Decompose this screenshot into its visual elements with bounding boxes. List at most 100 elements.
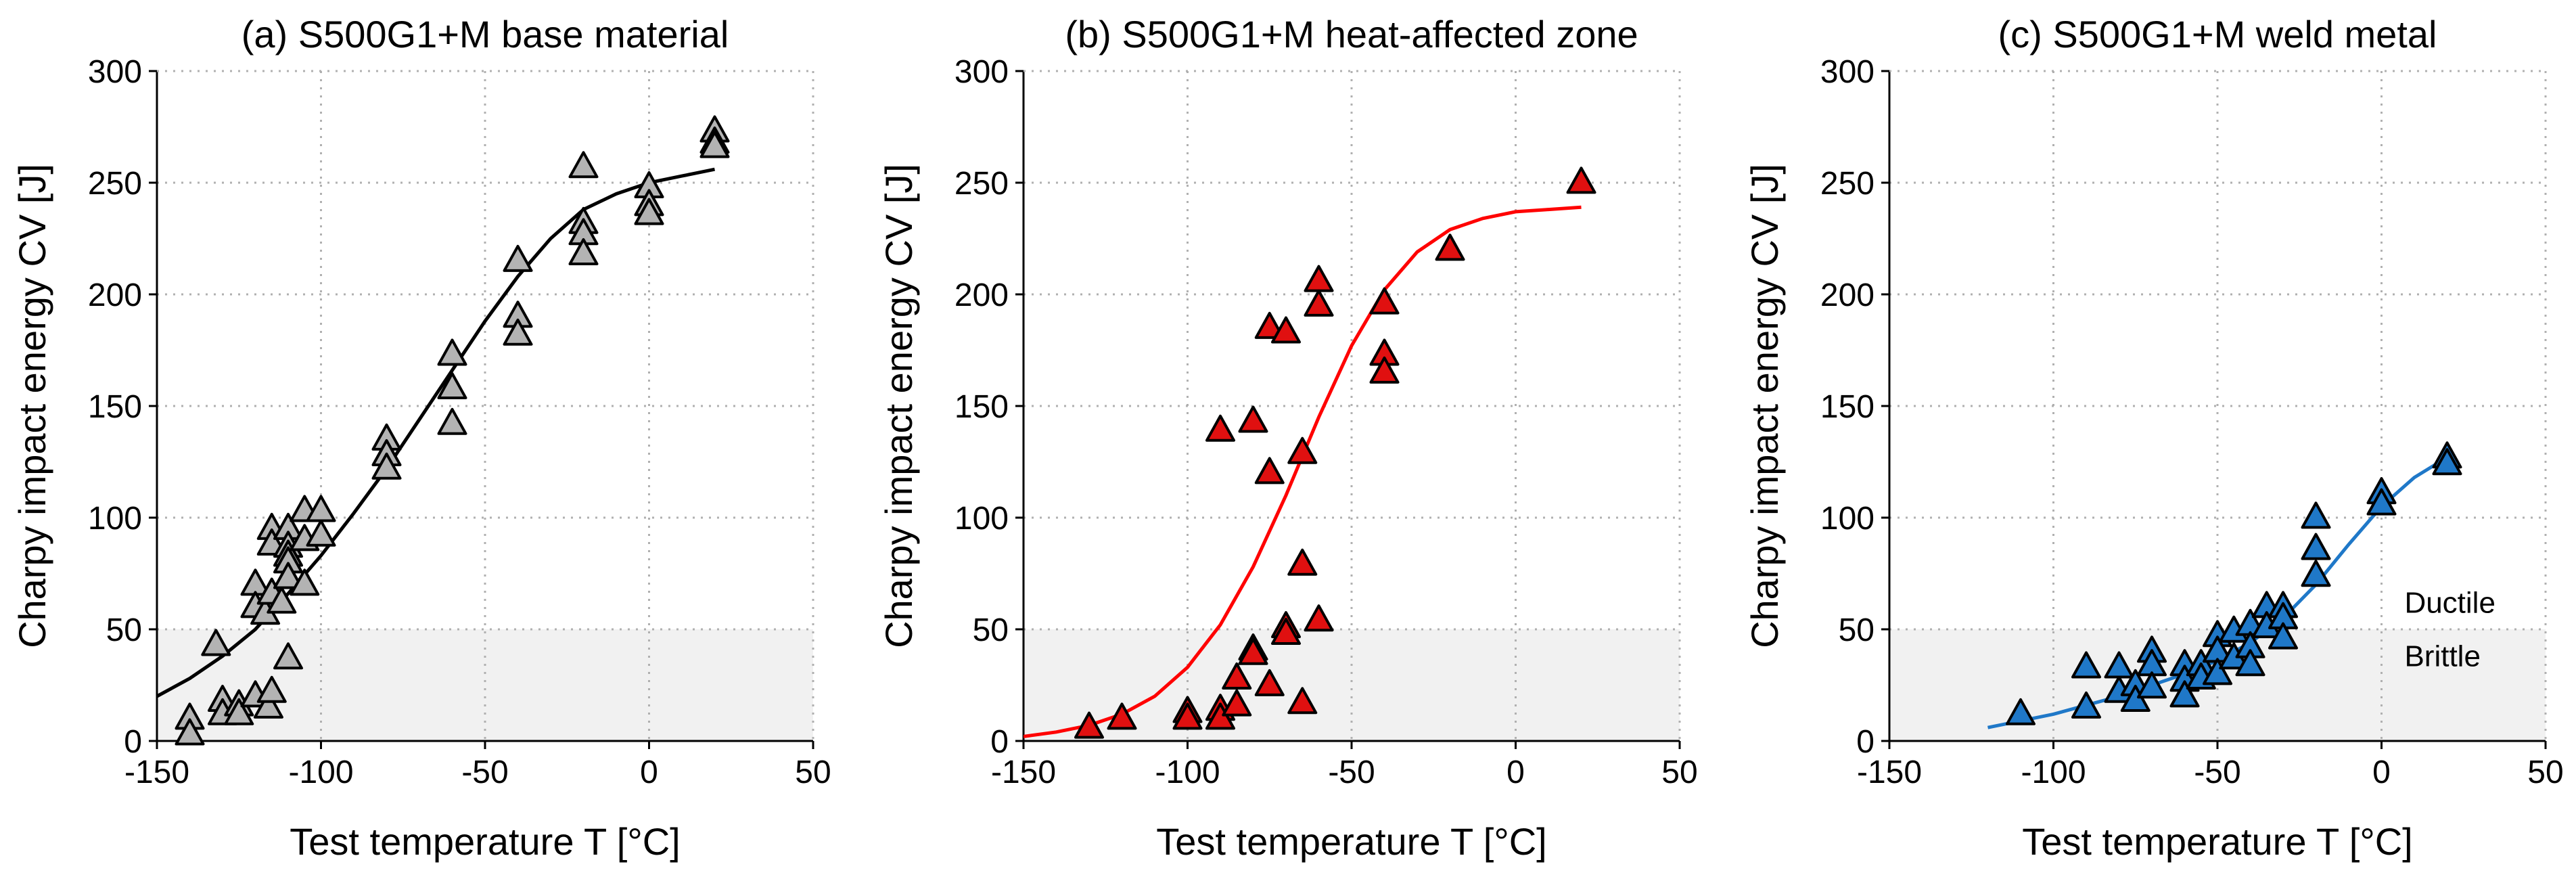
data-point bbox=[1254, 669, 1285, 696]
data-point bbox=[1205, 414, 1235, 442]
x-tick-label: 50 bbox=[795, 754, 831, 790]
x-tick-label: -50 bbox=[1328, 754, 1375, 790]
data-point bbox=[2366, 488, 2397, 516]
x-tick-label: -50 bbox=[461, 754, 508, 790]
data-point bbox=[1238, 637, 1268, 665]
y-tick-label: 250 bbox=[954, 166, 1009, 202]
data-point bbox=[2301, 501, 2331, 529]
data-point bbox=[256, 675, 287, 703]
data-point bbox=[290, 568, 320, 596]
x-tick-label: -100 bbox=[288, 754, 353, 790]
data-point bbox=[273, 562, 303, 589]
x-axis-label: Test temperature T [°C] bbox=[290, 820, 680, 863]
data-point bbox=[1254, 311, 1285, 339]
y-tick-label: 100 bbox=[88, 501, 142, 537]
data-point bbox=[568, 238, 599, 265]
data-point bbox=[568, 151, 599, 179]
x-tick-label: -50 bbox=[2194, 754, 2240, 790]
chart-panel-2: -150 -100 -50 0 50 0 50 100 150 200 250 300 (b) S500… bbox=[877, 13, 1698, 863]
y-tick-label: 250 bbox=[88, 166, 142, 202]
x-tick-label: -150 bbox=[991, 754, 1056, 790]
data-point bbox=[2301, 560, 2331, 587]
y-tick-label: 300 bbox=[1820, 54, 1874, 90]
data-point bbox=[634, 198, 664, 225]
y-tick-label: 150 bbox=[88, 389, 142, 425]
data-point bbox=[306, 519, 336, 547]
data-point bbox=[224, 698, 254, 725]
data-point bbox=[699, 131, 730, 158]
data-point bbox=[2137, 671, 2167, 699]
annotation-brittle: Brittle bbox=[2404, 640, 2480, 673]
chart-title: (c) S500G1+M weld metal bbox=[1998, 13, 2437, 55]
x-tick-label: 0 bbox=[2372, 754, 2391, 790]
data-point bbox=[1369, 287, 1400, 315]
data-point bbox=[273, 642, 303, 670]
data-point bbox=[371, 452, 402, 480]
data-point bbox=[437, 407, 467, 435]
fit-curve bbox=[157, 167, 715, 698]
data-point bbox=[1435, 233, 1465, 261]
data-point bbox=[1074, 711, 1104, 739]
x-tick-label: -150 bbox=[1857, 754, 1922, 790]
data-point bbox=[175, 718, 205, 746]
y-axis-label: Charpy impact energy CV [J] bbox=[1743, 164, 1786, 648]
x-tick-label: -100 bbox=[1155, 754, 1220, 790]
chart-panel-3: -150 -100 -50 0 50 0 50 100 150 200 250 300 (c) S500… bbox=[1743, 13, 2564, 863]
y-tick-label: 200 bbox=[954, 277, 1009, 313]
chart-panel-1: -150 -100 -50 0 50 0 50 100 150 200 250 300 (a) S500… bbox=[11, 13, 831, 863]
x-tick-label: 0 bbox=[640, 754, 658, 790]
data-point bbox=[1271, 618, 1301, 645]
y-tick-label: 100 bbox=[954, 501, 1009, 537]
data-point bbox=[503, 318, 533, 346]
data-point bbox=[201, 629, 231, 656]
y-tick-label: 150 bbox=[954, 389, 1009, 425]
data-point bbox=[1222, 662, 1252, 690]
y-tick-label: 0 bbox=[124, 724, 142, 760]
data-point bbox=[1238, 405, 1268, 433]
y-tick-label: 50 bbox=[1839, 612, 1874, 648]
x-tick-label: 0 bbox=[1506, 754, 1525, 790]
data-point bbox=[2071, 651, 2101, 679]
data-point bbox=[2006, 698, 2036, 725]
y-tick-label: 300 bbox=[954, 54, 1009, 90]
data-point bbox=[1287, 687, 1318, 715]
y-tick-label: 250 bbox=[1820, 166, 1874, 202]
data-point bbox=[1304, 289, 1334, 317]
chart-title: (a) S500G1+M base material bbox=[242, 13, 729, 55]
data-point bbox=[437, 372, 467, 399]
data-point bbox=[2235, 649, 2266, 677]
data-point bbox=[253, 691, 283, 719]
x-axis-label: Test temperature T [°C] bbox=[2022, 820, 2412, 863]
x-tick-label: 50 bbox=[1661, 754, 1697, 790]
y-tick-label: 150 bbox=[1820, 389, 1874, 425]
data-point bbox=[1304, 265, 1334, 292]
y-axis-label: Charpy impact energy CV [J] bbox=[877, 164, 920, 648]
y-tick-label: 0 bbox=[1856, 724, 1874, 760]
data-point bbox=[437, 338, 467, 366]
y-tick-label: 100 bbox=[1820, 501, 1874, 537]
data-point bbox=[1254, 457, 1285, 484]
y-tick-label: 50 bbox=[106, 612, 142, 648]
y-tick-label: 0 bbox=[990, 724, 1009, 760]
data-point bbox=[1271, 316, 1301, 344]
data-point bbox=[1304, 604, 1334, 632]
data-point bbox=[2268, 622, 2298, 650]
annotation-ductile: Ductile bbox=[2404, 586, 2496, 619]
y-axis-label: Charpy impact energy CV [J] bbox=[11, 164, 53, 648]
data-point bbox=[2203, 658, 2232, 685]
y-tick-label: 200 bbox=[88, 277, 142, 313]
data-point bbox=[1566, 166, 1596, 194]
data-point bbox=[2071, 691, 2101, 719]
x-tick-label: -150 bbox=[124, 754, 189, 790]
y-tick-label: 200 bbox=[1820, 277, 1874, 313]
data-point bbox=[2432, 448, 2462, 476]
data-point bbox=[1172, 702, 1203, 730]
x-tick-label: -100 bbox=[2021, 754, 2086, 790]
x-axis-label: Test temperature T [°C] bbox=[1156, 820, 1546, 863]
data-point bbox=[2169, 680, 2200, 708]
chart-title: (b) S500G1+M heat-affected zone bbox=[1065, 13, 1638, 55]
y-tick-label: 300 bbox=[88, 54, 142, 90]
data-point bbox=[1222, 689, 1252, 717]
data-point bbox=[503, 244, 533, 272]
